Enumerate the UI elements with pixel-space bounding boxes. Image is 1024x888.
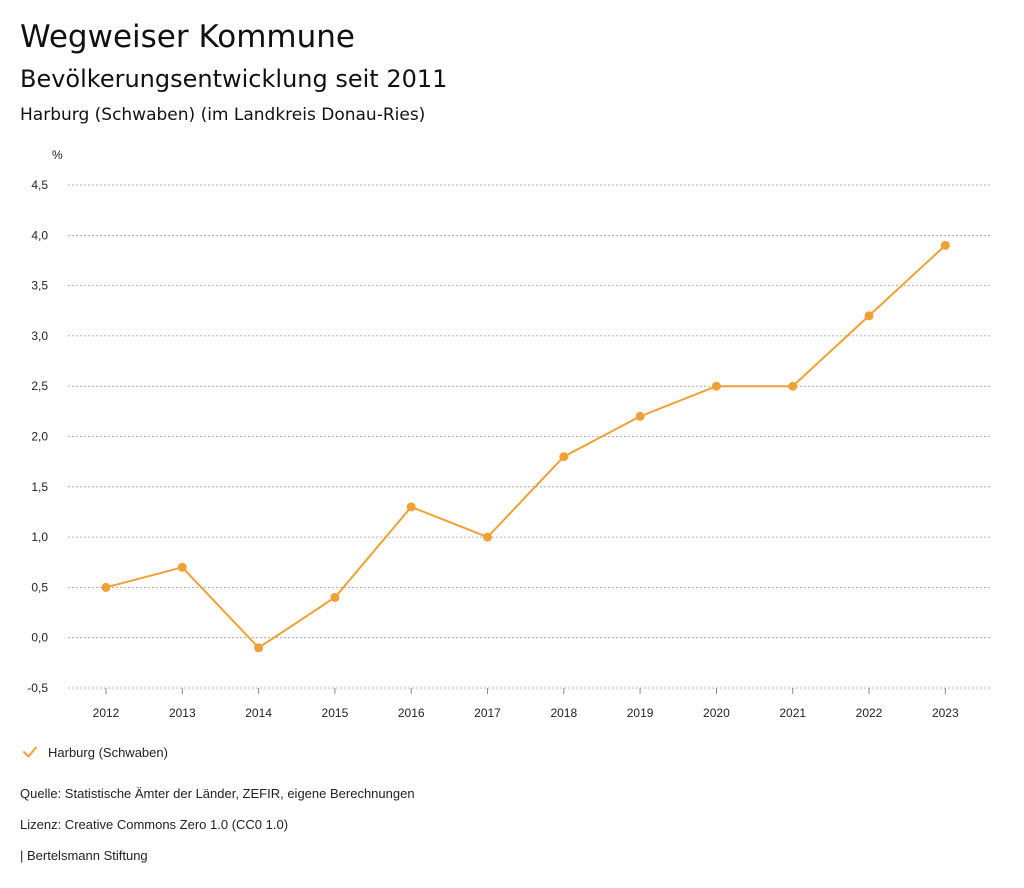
y-tick-label: 3,5: [31, 279, 48, 293]
y-tick-label: 4,5: [31, 178, 48, 192]
x-tick-label: 2016: [398, 706, 425, 720]
x-tick-label: 2020: [703, 706, 730, 720]
y-tick-label: 0,0: [31, 631, 48, 645]
x-tick-label: 2022: [856, 706, 883, 720]
data-point: [483, 532, 492, 542]
x-tick-label: 2018: [550, 706, 577, 720]
data-point: [406, 502, 416, 512]
region-label: Harburg (Schwaben) (im Landkreis Donau-R…: [20, 105, 426, 125]
y-axis-unit-label: %: [52, 148, 63, 162]
publisher-link[interactable]: | Bertelsmann Stiftung: [20, 848, 148, 863]
y-tick-label: 0,5: [31, 580, 48, 594]
y-tick-label: 3,0: [31, 329, 48, 343]
data-point: [940, 240, 950, 250]
data-point: [788, 381, 798, 391]
data-point: [864, 311, 874, 321]
data-point: [330, 592, 340, 602]
y-tick-label: -0,5: [27, 681, 48, 695]
page-title: Wegweiser Kommune: [20, 19, 355, 55]
line-chart: % -0,5 0,0 0,5 1,0 1,5 2,0 2,5 3,0 3,5 4,0 4,5 2012 2…: [27, 148, 990, 720]
x-tick-label: 2019: [627, 706, 654, 720]
data-point: [635, 411, 645, 421]
data-point: [177, 562, 187, 572]
source-note: Quelle: Statistische Ämter der Länder, Z…: [20, 786, 415, 801]
y-tick-label: 1,5: [31, 480, 48, 494]
y-tick-label: 2,5: [31, 379, 48, 393]
x-tick-label: 2017: [474, 706, 501, 720]
license-note: Lizenz: Creative Commons Zero 1.0 (CC0 1…: [20, 817, 289, 832]
y-tick-label: 1,0: [31, 530, 48, 544]
series-line: [105, 244, 946, 649]
data-point: [559, 452, 569, 462]
y-tick-label: 2,0: [31, 430, 48, 444]
data-point: [254, 643, 264, 653]
checkmark-icon: [23, 746, 37, 758]
x-tick-label: 2023: [932, 706, 959, 720]
legend-item-harburg[interactable]: Harburg (Schwaben): [22, 744, 168, 760]
x-tick-label: 2021: [779, 706, 806, 720]
x-tick-label: 2013: [169, 706, 196, 720]
data-point: [711, 381, 721, 391]
y-tick-label: 4,0: [31, 228, 48, 242]
legend-label: Harburg (Schwaben): [48, 744, 168, 760]
data-point: [101, 582, 111, 592]
x-tick-label: 2012: [93, 706, 120, 720]
x-tick-label: 2015: [322, 706, 349, 720]
chart-subtitle: Bevölkerungsentwicklung seit 2011: [20, 65, 448, 93]
x-tick-label: 2014: [245, 706, 272, 720]
